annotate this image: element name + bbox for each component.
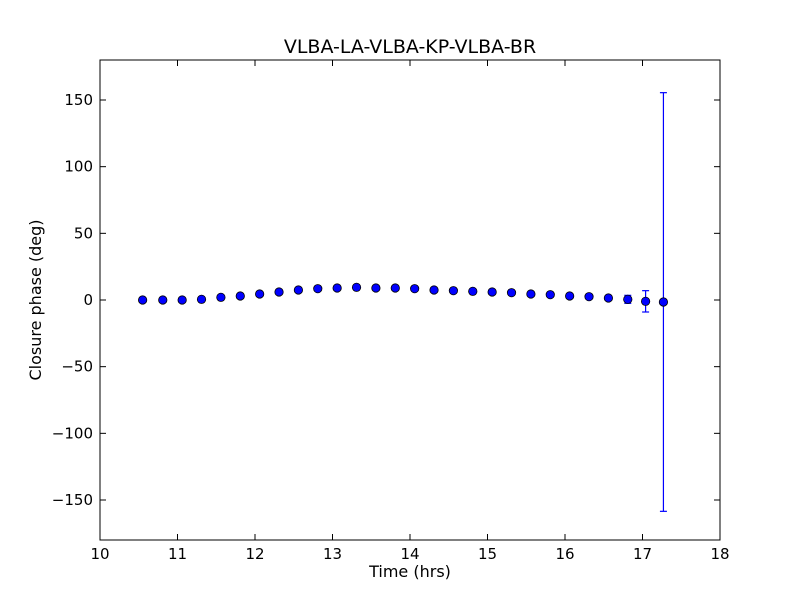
x-tick-label: 18 — [710, 545, 729, 563]
data-point — [506, 288, 517, 298]
data-point — [658, 297, 669, 307]
data-point — [313, 284, 323, 294]
y-tick-label: 150 — [64, 91, 93, 109]
data-point — [158, 295, 168, 305]
data-point — [429, 285, 439, 295]
data-point — [584, 292, 594, 302]
data-point — [448, 286, 458, 296]
data-point — [216, 292, 226, 302]
y-tick-label: 50 — [74, 224, 93, 242]
y-tick-label: 100 — [64, 158, 93, 176]
axis-tick-labels: 10 11 12 13 14 15 16 17 18 150 100 50 0 −50 −100 −150 — [52, 91, 730, 563]
y-tick-label: −150 — [52, 491, 93, 509]
x-tick-label: 15 — [478, 545, 497, 563]
x-tick-label: 17 — [633, 545, 652, 563]
x-tick-label: 12 — [245, 545, 264, 563]
data-point — [371, 283, 381, 293]
data-markers — [138, 282, 669, 307]
data-point — [526, 289, 536, 299]
data-point — [332, 283, 342, 293]
y-tick-label: −50 — [61, 358, 93, 376]
y-axis-label: Closure phase (deg) — [26, 219, 45, 380]
data-point — [565, 291, 575, 301]
data-point — [640, 296, 651, 306]
data-point — [293, 285, 303, 295]
x-tick-label: 11 — [168, 545, 187, 563]
x-tick-label: 10 — [90, 545, 109, 563]
data-point — [468, 286, 478, 296]
data-point — [545, 290, 555, 300]
data-point — [487, 287, 497, 297]
data-point — [138, 295, 148, 305]
chart-title: VLBA-LA-VLBA-KP-VLBA-BR — [284, 36, 536, 58]
x-tick-label: 13 — [323, 545, 342, 563]
data-point — [351, 282, 362, 292]
x-axis-label: Time (hrs) — [368, 562, 451, 581]
data-point — [410, 284, 420, 294]
data-point — [235, 291, 245, 301]
x-tick-label: 16 — [555, 545, 574, 563]
y-tick-label: 0 — [83, 291, 93, 309]
data-point — [255, 289, 265, 299]
y-tick-label: −100 — [52, 424, 93, 442]
data-point — [623, 294, 633, 304]
x-tick-label: 14 — [400, 545, 419, 563]
data-point — [196, 294, 207, 304]
data-point — [177, 295, 187, 305]
data-point — [390, 283, 400, 293]
axis-ticks — [99, 60, 721, 540]
data-point — [603, 293, 614, 303]
data-point — [274, 287, 284, 297]
